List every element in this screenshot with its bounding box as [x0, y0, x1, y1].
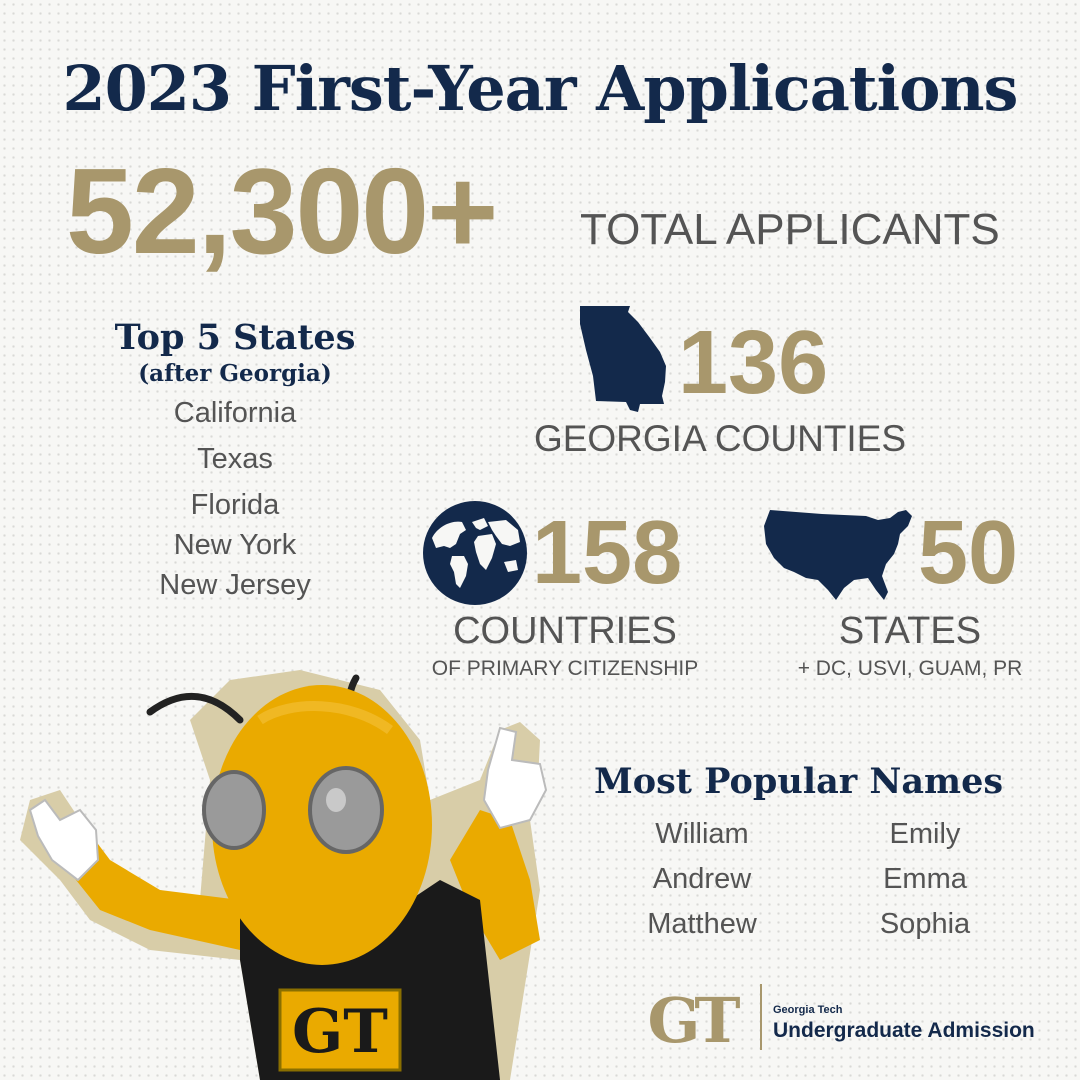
top-states-subheading: (after Georgia): [138, 360, 332, 388]
georgia-counties-number: 136: [678, 313, 829, 413]
top-states-heading: Top 5 States: [114, 317, 356, 358]
top-states-block: Top 5 States (after Georgia) California …: [105, 317, 365, 605]
states-sublabel: + DC, USVI, GUAM, PR: [797, 657, 1023, 680]
name-item: Matthew: [647, 908, 757, 940]
name-item: William: [655, 818, 749, 850]
svg-text:GT: GT: [292, 997, 388, 1067]
total-applicants-label: TOTAL APPLICANTS: [580, 205, 1000, 254]
names-column-left: William Andrew Matthew: [602, 812, 802, 947]
popular-names-heading: Most Popular Names: [594, 761, 1004, 802]
logo-small-text: Georgia Tech: [773, 1004, 843, 1016]
logo-divider: [760, 984, 762, 1050]
total-applicants-number: 52,300+: [66, 143, 498, 279]
us-map-icon: [764, 510, 912, 600]
state-item: New Jersey: [159, 569, 311, 602]
state-item: California: [173, 397, 297, 430]
page-title: 2023 First-Year Applications: [62, 52, 1019, 125]
states-number: 50: [918, 503, 1019, 603]
name-item: Emily: [889, 818, 961, 850]
gt-logo-icon: GT: [647, 984, 746, 1054]
names-column-right: Emily Emma Sophia: [825, 812, 1025, 947]
globe-icon: [423, 501, 527, 605]
states-label: STATES: [838, 610, 982, 652]
mascot-image: GT: [20, 670, 548, 1080]
name-item: Sophia: [879, 908, 971, 940]
countries-sublabel: OF PRIMARY CITIZENSHIP: [431, 657, 699, 680]
state-item: New York: [173, 529, 297, 562]
svg-text:GT: GT: [647, 984, 740, 1054]
logo-big-text: Undergraduate Admission: [773, 1019, 1035, 1042]
state-item: Florida: [190, 489, 280, 522]
georgia-counties-label: GEORGIA COUNTIES: [533, 418, 907, 459]
state-item: Texas: [197, 443, 273, 476]
countries-number: 158: [532, 503, 683, 603]
countries-label: COUNTRIES: [453, 610, 677, 652]
name-item: Andrew: [652, 863, 752, 895]
name-item: Emma: [883, 863, 967, 895]
georgia-map-icon: [580, 306, 666, 412]
